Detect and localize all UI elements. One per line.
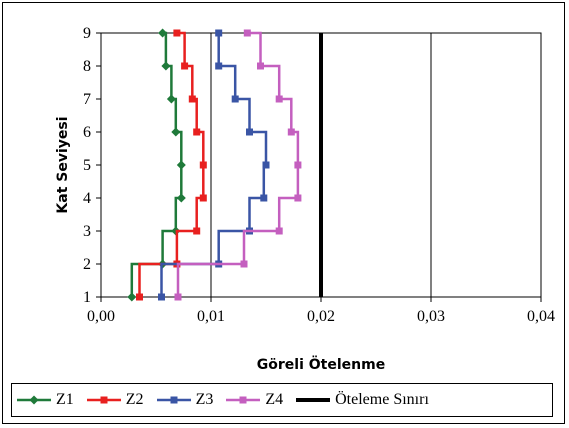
legend: Z1 Z2 Z3 Z4 Öteleme Sınırı [11, 383, 553, 417]
series-z1 [127, 28, 186, 302]
legend-swatch [226, 396, 261, 404]
data-point [161, 61, 171, 71]
data-point [262, 161, 270, 169]
y-axis-title: Kat Seviyesi [55, 116, 71, 213]
y-tick-label: 2 [83, 256, 91, 273]
legend-label: Öteleme Sınırı [335, 391, 429, 408]
y-tick-label: 5 [83, 157, 91, 174]
legend-label: Z1 [56, 391, 74, 408]
data-point [199, 161, 207, 169]
data-point [171, 127, 181, 137]
y-tick-label: 8 [83, 58, 91, 75]
data-point [275, 95, 283, 103]
y-tick-label: 3 [83, 223, 91, 240]
x-tick-label: 0,04 [527, 308, 555, 325]
legend-label: Z2 [125, 391, 144, 408]
chart-svg: 0,00 0,01 0,02 0,03 0,04 1 2 3 4 5 6 7 8 9 Göreli Öte… [55, 25, 555, 373]
x-tick-label: 0,02 [307, 308, 335, 325]
legend-item-z3: Z3 [156, 391, 214, 409]
data-point [176, 160, 186, 170]
legend-item-z2: Z2 [86, 391, 144, 409]
data-point [243, 29, 251, 37]
data-point [294, 161, 302, 169]
data-point [193, 227, 201, 235]
series-line [176, 31, 300, 297]
data-point [158, 293, 165, 301]
legend-swatch-marker [239, 396, 247, 404]
legend-swatch-marker [29, 395, 39, 405]
tick-layer: 0,00 0,01 0,02 0,03 0,04 1 2 3 4 5 6 7 8 9 [83, 25, 555, 325]
legend-swatch [296, 398, 331, 402]
legend-swatch [17, 395, 51, 405]
legend-swatch-marker [170, 396, 178, 404]
data-point [257, 62, 264, 70]
data-point [188, 95, 196, 103]
data-point [136, 293, 143, 301]
data-point [231, 95, 239, 103]
data-point [158, 28, 168, 38]
data-point [181, 62, 189, 70]
data-point [174, 293, 182, 301]
legend-swatch [86, 396, 121, 404]
series-line [138, 31, 205, 297]
chart-area: 0,00 0,01 0,02 0,03 0,04 1 2 3 4 5 6 7 8 9 Göreli Öte… [2, 2, 565, 424]
data-point [294, 194, 302, 202]
legend-swatch [156, 396, 191, 404]
legend-swatch-marker [100, 396, 108, 404]
x-tick-label: 0,03 [417, 308, 445, 325]
data-point [199, 194, 207, 202]
series-layer [127, 28, 323, 302]
y-tick-label: 9 [83, 25, 91, 42]
legend-item-limit: Öteleme Sınırı [295, 391, 429, 409]
legend-item-z1: Z1 [16, 391, 74, 409]
y-tick-label: 1 [83, 289, 91, 306]
legend-item-z4: Z4 [225, 391, 283, 409]
x-tick-label: 0,01 [197, 308, 225, 325]
data-point [260, 194, 268, 202]
data-point [215, 29, 223, 37]
legend-label: Z3 [195, 391, 214, 408]
data-point [127, 292, 137, 302]
data-point [246, 128, 253, 136]
data-point [176, 193, 186, 203]
data-point [275, 227, 283, 235]
data-point [173, 29, 181, 37]
x-axis-title: Göreli Ötelenme [257, 355, 385, 373]
legend-label: Z4 [265, 391, 284, 408]
data-point [166, 94, 176, 104]
y-tick-label: 4 [83, 190, 91, 207]
data-point [215, 62, 223, 70]
y-tick-label: 7 [83, 91, 91, 108]
data-point [287, 128, 295, 136]
series-z4 [174, 29, 302, 301]
data-point [193, 128, 201, 136]
y-tick-label: 6 [83, 124, 91, 141]
data-point [240, 260, 248, 268]
x-tick-label: 0,00 [87, 308, 115, 325]
